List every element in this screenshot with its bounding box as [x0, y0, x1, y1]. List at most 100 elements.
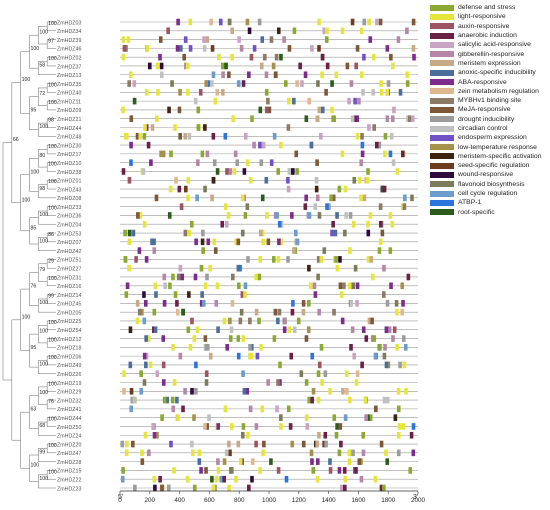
cis-element-box [405, 80, 410, 87]
cis-element-box [127, 80, 131, 87]
bootstrap-value: 100 [48, 337, 57, 343]
cis-element-box [384, 361, 389, 369]
cis-element-box [177, 185, 182, 193]
cis-element-box [141, 168, 146, 175]
cis-element-box [360, 141, 365, 149]
cis-element-box [287, 97, 291, 105]
legend-label: wound-responsive [458, 171, 514, 179]
gene-labels: ZmHDZ03 ZmHDZ34 ZmHDZ39 ZmHDZ46 ZmHDZ02 ZmHDZ… [57, 20, 81, 492]
cis-element-box [311, 387, 316, 395]
phylogenetic-tree: 1009710010058100100100729810095100100100… [2, 21, 57, 489]
cis-element-box [379, 220, 383, 228]
cis-element-box [370, 317, 374, 325]
cis-element-box [153, 282, 158, 290]
cis-element-box [153, 326, 158, 334]
cis-element-box [396, 36, 401, 43]
gene-label: ZmHDZ30 [57, 143, 81, 149]
gene-label: ZmHDZ25 [57, 319, 81, 325]
cis-element-box [317, 308, 322, 316]
cis-element-box [287, 168, 292, 175]
cis-element-box [238, 317, 243, 325]
cis-element-box [229, 423, 234, 430]
cis-element-box [379, 440, 384, 448]
legend-label: endosperm expression [458, 134, 527, 142]
cis-element-box [243, 282, 248, 290]
cis-element-box [266, 97, 270, 105]
cis-element-box [259, 62, 264, 70]
cis-element-box [131, 440, 135, 448]
cis-element-box [161, 361, 166, 369]
cis-element-box [269, 458, 273, 465]
cis-element-box [317, 431, 321, 439]
legend-item: low-temperature response [430, 142, 548, 151]
legend-swatch [430, 51, 454, 58]
cis-element-box [236, 335, 241, 342]
legend-swatch [430, 144, 454, 151]
cis-element-box [273, 308, 278, 316]
cis-element-box [240, 431, 245, 439]
cis-element-box [236, 264, 241, 272]
bootstrap-value: 100 [48, 320, 57, 326]
cis-element-box [411, 45, 416, 52]
cis-element-box [181, 405, 185, 413]
cis-element-box [355, 300, 359, 307]
cis-element-box [167, 484, 171, 492]
axis-start-label: 5' [118, 494, 123, 501]
cis-element-box [248, 176, 253, 184]
cis-element-box [264, 89, 269, 96]
cis-element-box [236, 80, 241, 87]
axis-tick-label: 800 [234, 497, 245, 504]
cis-element-box [196, 159, 200, 166]
cis-element-box [315, 115, 320, 123]
legend-swatch [430, 125, 454, 132]
cis-element-box [192, 414, 196, 421]
cis-element-box [365, 176, 370, 184]
cis-element-box [402, 203, 407, 210]
cis-element-box [186, 326, 191, 334]
cis-element-box [328, 387, 332, 395]
cis-element-box [261, 141, 266, 149]
cis-element-box [377, 141, 382, 149]
cis-element-box [226, 212, 231, 219]
cis-element-box [260, 36, 265, 43]
cis-element-box [196, 106, 201, 114]
cis-element-box [354, 62, 359, 70]
cis-element-box [277, 220, 282, 228]
cis-element-box [307, 97, 311, 105]
cis-element-box [161, 379, 166, 386]
cis-element-box [282, 317, 287, 325]
bootstrap-value: 99 [39, 450, 45, 456]
cis-element-box [168, 185, 173, 193]
cis-element-box [287, 326, 291, 334]
cis-element-box [380, 229, 385, 237]
cis-element-box [306, 326, 311, 334]
gene-label: ZmHDZ35 [57, 82, 81, 88]
cis-element-box [144, 335, 148, 342]
cis-element-box [332, 115, 336, 123]
cis-element-box [405, 71, 409, 79]
cis-element-box [341, 387, 345, 395]
cis-element-box [225, 344, 230, 351]
cis-element-box [409, 431, 414, 439]
cis-element-box [318, 133, 323, 140]
cis-element-box [360, 133, 364, 140]
cis-element-box [252, 141, 256, 149]
cis-element-box [403, 344, 408, 351]
cis-element-box [127, 264, 131, 272]
bootstrap-value: 98 [39, 186, 45, 192]
legend-label: ATBP-1 [458, 199, 482, 207]
cis-element-box [368, 414, 373, 421]
cis-element-box [352, 352, 357, 360]
cis-element-box [391, 159, 396, 166]
cis-element-box [159, 150, 163, 158]
legend-swatch [430, 69, 454, 76]
cis-element-box [348, 247, 352, 254]
cis-element-box [317, 212, 322, 219]
cis-element-box [303, 203, 308, 210]
cis-element-box [210, 45, 215, 52]
cis-element-box [359, 27, 364, 35]
cis-element-box [201, 229, 205, 237]
legend-item: root-specific [430, 208, 548, 217]
cis-element-box [124, 449, 129, 457]
cis-element-box [388, 247, 393, 254]
